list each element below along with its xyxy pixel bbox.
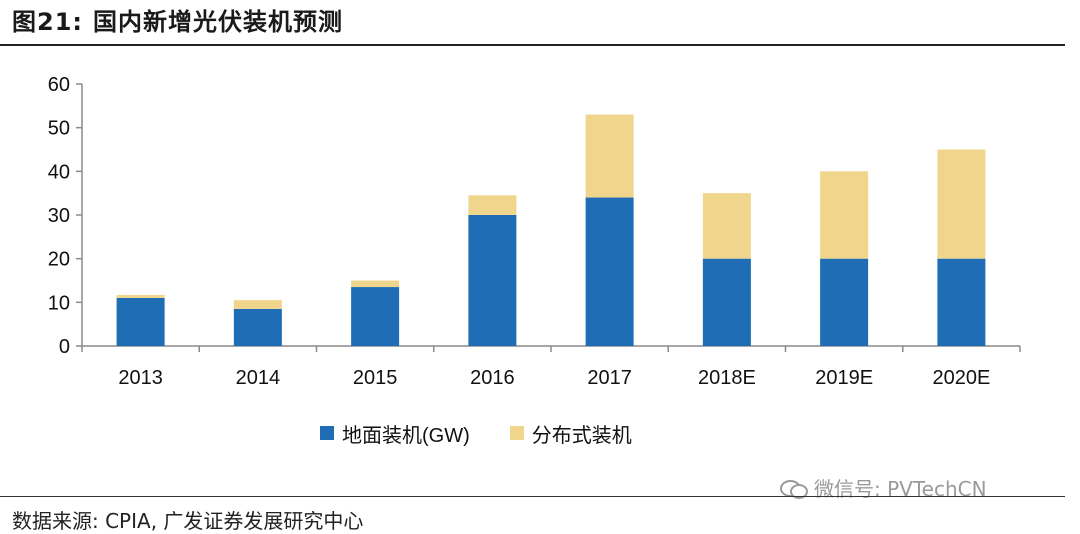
x-tick-label: 2014 (236, 367, 281, 389)
legend-swatch-ground (320, 426, 334, 440)
y-tick-label: 30 (48, 205, 70, 227)
bar-distributed (468, 195, 517, 215)
y-tick-label: 60 (48, 74, 70, 96)
watermark-text: 微信号: PVTechCN (814, 477, 987, 501)
legend-item-ground: 地面装机(GW) (320, 419, 470, 448)
watermark: 微信号: PVTechCN (780, 473, 987, 502)
x-tick-label: 2013 (118, 367, 163, 389)
bar-ground (351, 287, 400, 346)
x-tick-label: 2019E (815, 367, 873, 389)
y-tick-label: 40 (48, 161, 70, 183)
bar-ground (233, 308, 282, 346)
figure-title-text: 国内新增光伏装机预测 (93, 8, 343, 36)
y-tick-label: 0 (59, 336, 70, 358)
x-tick-label: 2018E (698, 367, 756, 389)
legend-label-distributed: 分布式装机 (531, 424, 632, 447)
chart-legend: 地面装机(GW) 分布式装机 (320, 419, 672, 448)
figure-label: 图21: (12, 8, 83, 36)
x-tick-label: 2020E (932, 367, 990, 389)
y-tick-label: 20 (48, 249, 70, 271)
bar-ground (468, 215, 517, 346)
bar-distributed (233, 300, 282, 309)
legend-item-distributed: 分布式装机 (509, 419, 632, 448)
bar-distributed (116, 294, 165, 298)
y-tick-label: 50 (48, 118, 70, 140)
bar-ground (585, 197, 634, 346)
top-rule (0, 44, 1065, 46)
bar-distributed (585, 114, 634, 198)
bar-distributed (702, 193, 751, 259)
legend-label-ground: 地面装机(GW) (342, 424, 470, 447)
bar-ground (820, 258, 869, 346)
wechat-icon (780, 478, 808, 499)
x-tick-label: 2017 (587, 367, 632, 389)
bar-distributed (351, 280, 400, 288)
y-tick-label: 10 (48, 292, 70, 314)
bar-distributed (820, 171, 869, 259)
bar-ground (702, 258, 751, 346)
legend-swatch-distributed (509, 426, 524, 440)
stacked-bar-chart: 0 10 20 30 40 50 60 2013 2014 2015 2016 2017 2018E 20… (48, 74, 1021, 389)
bar-distributed (937, 149, 986, 259)
bottom-rule (0, 496, 1065, 497)
bar-ground (116, 297, 165, 346)
bar-ground (937, 258, 986, 346)
x-tick-label: 2015 (353, 367, 398, 389)
source-note: 数据来源: CPIA, 广发证券发展研究中心 (12, 509, 364, 533)
x-tick-label: 2016 (470, 367, 515, 389)
figure-title: 图21: 国内新增光伏装机预测 (12, 2, 343, 42)
